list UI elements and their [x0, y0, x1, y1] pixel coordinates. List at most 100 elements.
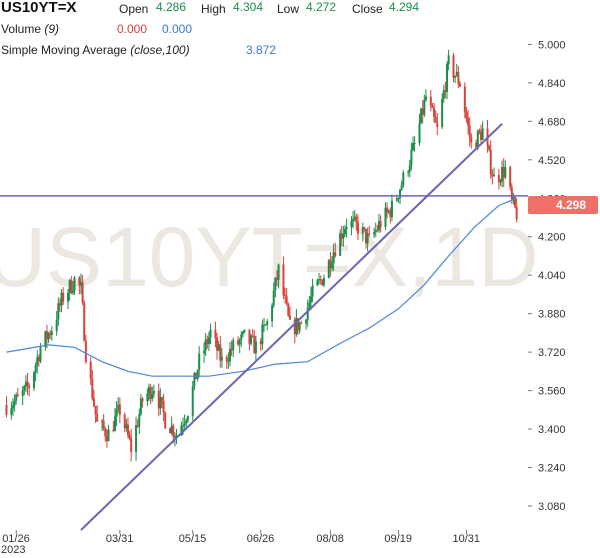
candle-body	[331, 263, 334, 269]
candle-body	[512, 197, 515, 200]
candle-body	[126, 424, 129, 435]
candle-body	[24, 381, 27, 387]
candle-body	[185, 420, 188, 424]
candle-body	[228, 348, 231, 362]
candle-body	[316, 280, 319, 286]
sma-label: Simple Moving Average	[1, 43, 127, 57]
candle-body	[39, 347, 42, 362]
candle-body	[68, 279, 71, 293]
candle-body	[431, 105, 434, 108]
volume-indicator: Volume (9)	[1, 22, 59, 36]
volume-label: Volume	[1, 22, 42, 36]
candle-body	[514, 197, 517, 207]
candle-body	[50, 331, 53, 335]
candle-body	[26, 381, 29, 387]
candle-body	[241, 331, 244, 335]
candle-body	[91, 378, 94, 399]
candle-body	[288, 315, 291, 320]
candle-body	[34, 365, 37, 373]
candle-body	[361, 227, 364, 234]
candle-body	[238, 340, 241, 345]
candle-body	[476, 130, 479, 148]
candle-body	[23, 386, 26, 391]
candle-body	[444, 89, 447, 93]
candle-body	[159, 397, 162, 409]
candle-body	[489, 149, 492, 175]
close-value: 4.294	[389, 0, 420, 14]
candle-body	[343, 229, 346, 235]
candle-body	[366, 233, 369, 244]
candle-body	[44, 331, 47, 348]
candle-body	[254, 341, 257, 354]
candle-body	[130, 438, 133, 452]
candle-body	[499, 181, 502, 183]
candle-body	[441, 98, 444, 127]
candle-body	[198, 353, 201, 371]
candle-body	[501, 166, 504, 182]
candle-body	[157, 390, 160, 409]
candle-body	[10, 408, 13, 415]
candle-body	[173, 436, 176, 438]
candle-body	[217, 344, 220, 351]
candle-body	[15, 394, 18, 401]
candle-body	[101, 420, 104, 422]
candle-body	[424, 96, 427, 100]
open-value: 4.286	[156, 0, 187, 14]
candle-body	[353, 216, 356, 219]
last-price-badge	[528, 196, 598, 214]
candle-body	[125, 424, 128, 429]
candle-body	[227, 361, 230, 363]
candle-body	[243, 329, 246, 332]
candle-body	[5, 405, 8, 415]
candle-body	[57, 303, 60, 320]
close-label: Close	[352, 2, 383, 16]
candle-body	[420, 108, 423, 124]
candle-body	[384, 207, 387, 228]
candle-body	[261, 324, 264, 345]
candle-body	[141, 398, 144, 402]
candle-body	[28, 386, 31, 389]
candle-body	[186, 416, 189, 421]
candle-body	[423, 99, 426, 115]
candle-body	[410, 150, 413, 166]
candle-body	[480, 131, 483, 140]
candle-body	[287, 303, 290, 316]
candle-body	[478, 130, 481, 132]
candle-body	[251, 335, 254, 337]
candle-body	[387, 210, 390, 213]
candle-body	[172, 425, 175, 437]
candle-body	[510, 187, 513, 200]
candle-body	[78, 277, 81, 286]
candle-body	[149, 387, 152, 400]
candle-body	[16, 394, 19, 397]
candle-body	[329, 260, 332, 269]
candle-body	[203, 350, 206, 354]
candle-body	[395, 198, 398, 201]
candle-body	[463, 86, 466, 113]
candle-body	[248, 329, 251, 344]
candle-body	[230, 348, 233, 351]
candle-body	[209, 329, 212, 338]
candle-body	[454, 75, 457, 78]
candle-body	[220, 357, 223, 361]
candle-body	[152, 390, 155, 394]
candle-body	[112, 429, 115, 432]
candle-body	[305, 319, 308, 324]
low-label: Low	[277, 2, 300, 16]
candle-body	[442, 89, 445, 99]
x-tick-label: 03/31	[106, 533, 134, 545]
candle-body	[162, 400, 165, 413]
candle-body	[94, 406, 97, 415]
candle-body	[191, 386, 194, 417]
candle-body	[89, 361, 92, 379]
sma-value: 3.872	[246, 43, 277, 57]
candle-body	[117, 404, 120, 410]
x-tick-label: 08/08	[316, 533, 344, 545]
candle-body	[300, 322, 303, 324]
y-tick-label: 3.240	[538, 463, 566, 475]
candle-body	[193, 372, 196, 387]
candle-body	[355, 216, 358, 223]
trendline[interactable]	[80, 123, 503, 531]
candle-body	[240, 334, 243, 341]
